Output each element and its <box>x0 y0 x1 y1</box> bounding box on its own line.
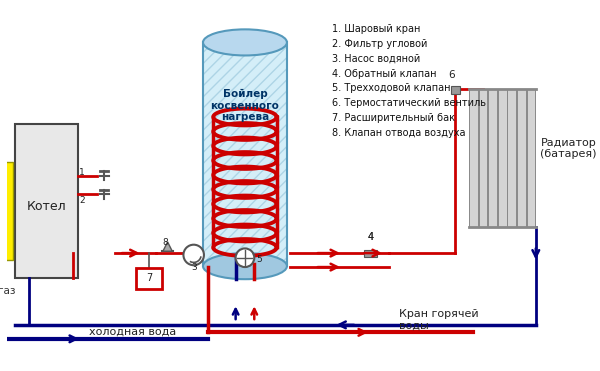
Text: Кран горячей
воды: Кран горячей воды <box>399 309 478 331</box>
Text: 8: 8 <box>163 238 169 247</box>
Circle shape <box>184 245 204 265</box>
Text: 5: 5 <box>256 255 262 264</box>
Text: холодная вода: холодная вода <box>89 327 176 337</box>
Circle shape <box>236 249 254 267</box>
Text: 7. Расширительный бак: 7. Расширительный бак <box>332 113 455 123</box>
Text: 3. Насос водяной: 3. Насос водяной <box>332 53 420 63</box>
Bar <box>488 89 497 227</box>
Bar <box>364 250 377 257</box>
Text: 8. Клапан отвода воздуха: 8. Клапан отвода воздуха <box>332 128 465 138</box>
Text: 7: 7 <box>146 273 152 283</box>
Bar <box>469 89 478 227</box>
Text: 2: 2 <box>79 196 85 205</box>
Text: Бойлер
косвенного
нагрева: Бойлер косвенного нагрева <box>211 89 280 122</box>
Text: 1. Шаровый кран: 1. Шаровый кран <box>332 24 420 34</box>
Ellipse shape <box>203 253 287 279</box>
Text: 3: 3 <box>191 263 197 272</box>
Text: Котел: Котел <box>26 200 66 213</box>
Bar <box>203 42 287 266</box>
Text: Радиатор
(батарея): Радиатор (батарея) <box>541 138 597 160</box>
Bar <box>517 89 526 227</box>
Text: 6. Термостатический вентиль: 6. Термостатический вентиль <box>332 98 485 108</box>
Text: газ: газ <box>0 286 16 296</box>
Text: 1: 1 <box>79 168 85 177</box>
Bar <box>203 42 287 266</box>
Text: 5. Трехходовой клапан: 5. Трехходовой клапан <box>332 83 450 93</box>
Text: 2. Фильтр угловой: 2. Фильтр угловой <box>332 39 427 49</box>
Text: 4: 4 <box>368 232 374 242</box>
Text: 6: 6 <box>449 70 455 80</box>
Bar <box>15 124 78 278</box>
Text: 4: 4 <box>368 232 374 242</box>
Bar <box>2 162 13 260</box>
Polygon shape <box>163 242 172 251</box>
Bar <box>527 89 535 227</box>
Bar <box>136 268 162 289</box>
Bar <box>498 89 506 227</box>
Bar <box>479 89 487 227</box>
Bar <box>508 89 516 227</box>
Bar <box>451 86 460 94</box>
Text: 4. Обратный клапан: 4. Обратный клапан <box>332 69 436 79</box>
Ellipse shape <box>203 29 287 55</box>
